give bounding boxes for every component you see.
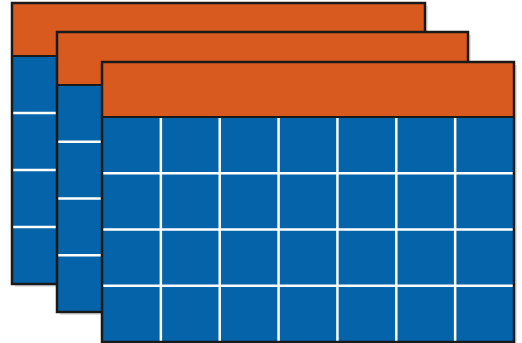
calendar-header	[102, 62, 514, 117]
calendar-sheet-3	[100, 60, 517, 343]
calendar-outline	[100, 60, 516, 343]
